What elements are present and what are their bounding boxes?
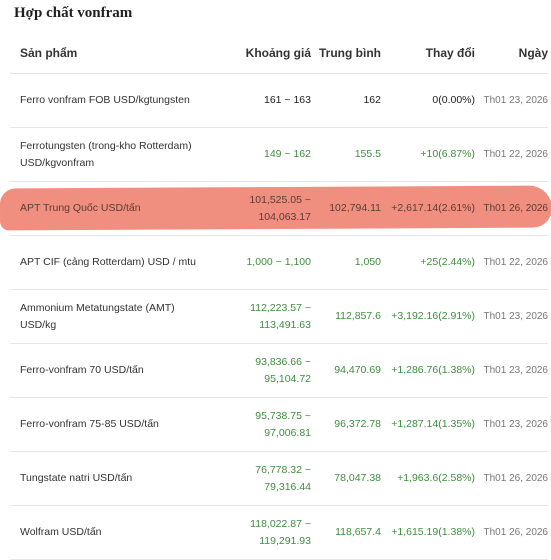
update-date: Th01 22, 2026 [483, 149, 549, 160]
price-range: 118,022.87 ~ 119,291.93 [250, 517, 311, 547]
column-header-product[interactable]: Sản phẩm [20, 46, 78, 60]
price-change: +3,192.16(2.91%) [391, 310, 475, 322]
price-range: 149 ~ 162 [263, 148, 311, 160]
product-name[interactable]: APT CIF (cảng Rotterdam) USD / mtu [20, 256, 197, 268]
average-price: 94,470.69 [334, 364, 381, 376]
price-range: 101,525.05 ~ 104,063.17 [249, 193, 311, 223]
average-price: 162 [363, 94, 381, 106]
product-name[interactable]: Ferrotungsten (trong-kho Rotterdam) USD/… [20, 139, 192, 169]
price-range: 1,000 ~ 1,100 [246, 256, 311, 268]
table-row[interactable]: Wolfram USD/tấn 118,022.87 ~ 119,291.93 … [10, 506, 548, 560]
update-date: Th01 23, 2026 [483, 95, 549, 106]
table-row[interactable]: Ferro-vonfram 75-85 USD/tấn 95,738.75 ~ … [10, 398, 548, 452]
column-header-date[interactable]: Ngày [518, 46, 548, 60]
average-price: 78,047.38 [334, 472, 381, 484]
average-price: 102,794.11 [329, 202, 381, 214]
price-change: +25(2.44%) [420, 256, 475, 268]
average-price: 112,857.6 [335, 310, 381, 322]
column-header-average[interactable]: Trung bình [319, 46, 381, 60]
product-name[interactable]: Tungstate natri USD/tấn [20, 472, 133, 484]
price-range: 76,778.32 ~ 79,316.44 [255, 463, 311, 493]
update-date: Th01 22, 2026 [483, 257, 549, 268]
price-range: 95,738.75 ~ 97,006.81 [255, 409, 311, 439]
average-price: 96,372.78 [334, 418, 381, 430]
average-price: 118,657.4 [335, 526, 381, 538]
price-change: +1,287.14(1.35%) [391, 418, 475, 430]
price-change: +10(6.87%) [420, 148, 475, 160]
product-name[interactable]: Wolfram USD/tấn [20, 526, 102, 538]
table-row[interactable]: Ferro vonfram FOB USD/kgtungsten 161 ~ 1… [10, 74, 548, 128]
update-date: Th01 23, 2026 [483, 311, 549, 322]
average-price: 1,050 [354, 256, 381, 268]
average-price: 155.5 [354, 148, 381, 160]
product-name[interactable]: Ferro vonfram FOB USD/kgtungsten [20, 94, 190, 106]
product-name[interactable]: Ferro-vonfram 70 USD/tấn [20, 364, 144, 376]
price-range: 112,223.57 ~ 113,491.63 [250, 301, 311, 331]
update-date: Th01 23, 2026 [483, 419, 549, 430]
update-date: Th01 26, 2026 [483, 527, 549, 538]
price-change: +2,617.14(2.61%) [391, 202, 475, 214]
price-table: Sản phẩm Khoảng giá Trung bình Thay đổi … [0, 34, 551, 560]
product-name[interactable]: Ferro-vonfram 75-85 USD/tấn [20, 418, 159, 430]
update-date: Th01 26, 2026 [483, 203, 549, 214]
price-change: +1,963.6(2.58%) [397, 472, 475, 484]
column-header-change[interactable]: Thay đổi [425, 46, 475, 60]
table-header: Sản phẩm Khoảng giá Trung bình Thay đổi … [10, 34, 548, 74]
product-name[interactable]: Ammonium Metatungstate (AMT) USD/kg [20, 301, 175, 331]
price-range: 161 ~ 163 [263, 94, 311, 106]
table-row-highlighted[interactable]: APT Trung Quốc USD/tấn 101,525.05 ~ 104,… [0, 182, 551, 236]
column-header-range[interactable]: Khoảng giá [245, 46, 311, 60]
product-name[interactable]: APT Trung Quốc USD/tấn [20, 202, 141, 214]
price-change: +1,286.76(1.38%) [391, 364, 475, 376]
table-row[interactable]: APT CIF (cảng Rotterdam) USD / mtu 1,000… [10, 236, 548, 290]
table-row[interactable]: Tungstate natri USD/tấn 76,778.32 ~ 79,3… [10, 452, 548, 506]
table-row[interactable]: Ammonium Metatungstate (AMT) USD/kg 112,… [10, 290, 548, 344]
update-date: Th01 23, 2026 [483, 365, 549, 376]
price-range: 93,836.66 ~ 95,104.72 [255, 355, 311, 385]
table-row[interactable]: Ferrotungsten (trong-kho Rotterdam) USD/… [10, 128, 548, 182]
price-change: +1,615.19(1.38%) [391, 526, 475, 538]
page-title: Hợp chất vonfram [14, 5, 133, 21]
price-change: 0(0.00%) [432, 94, 475, 106]
update-date: Th01 26, 2026 [483, 473, 549, 484]
table-row[interactable]: Ferro-vonfram 70 USD/tấn 93,836.66 ~ 95,… [10, 344, 548, 398]
